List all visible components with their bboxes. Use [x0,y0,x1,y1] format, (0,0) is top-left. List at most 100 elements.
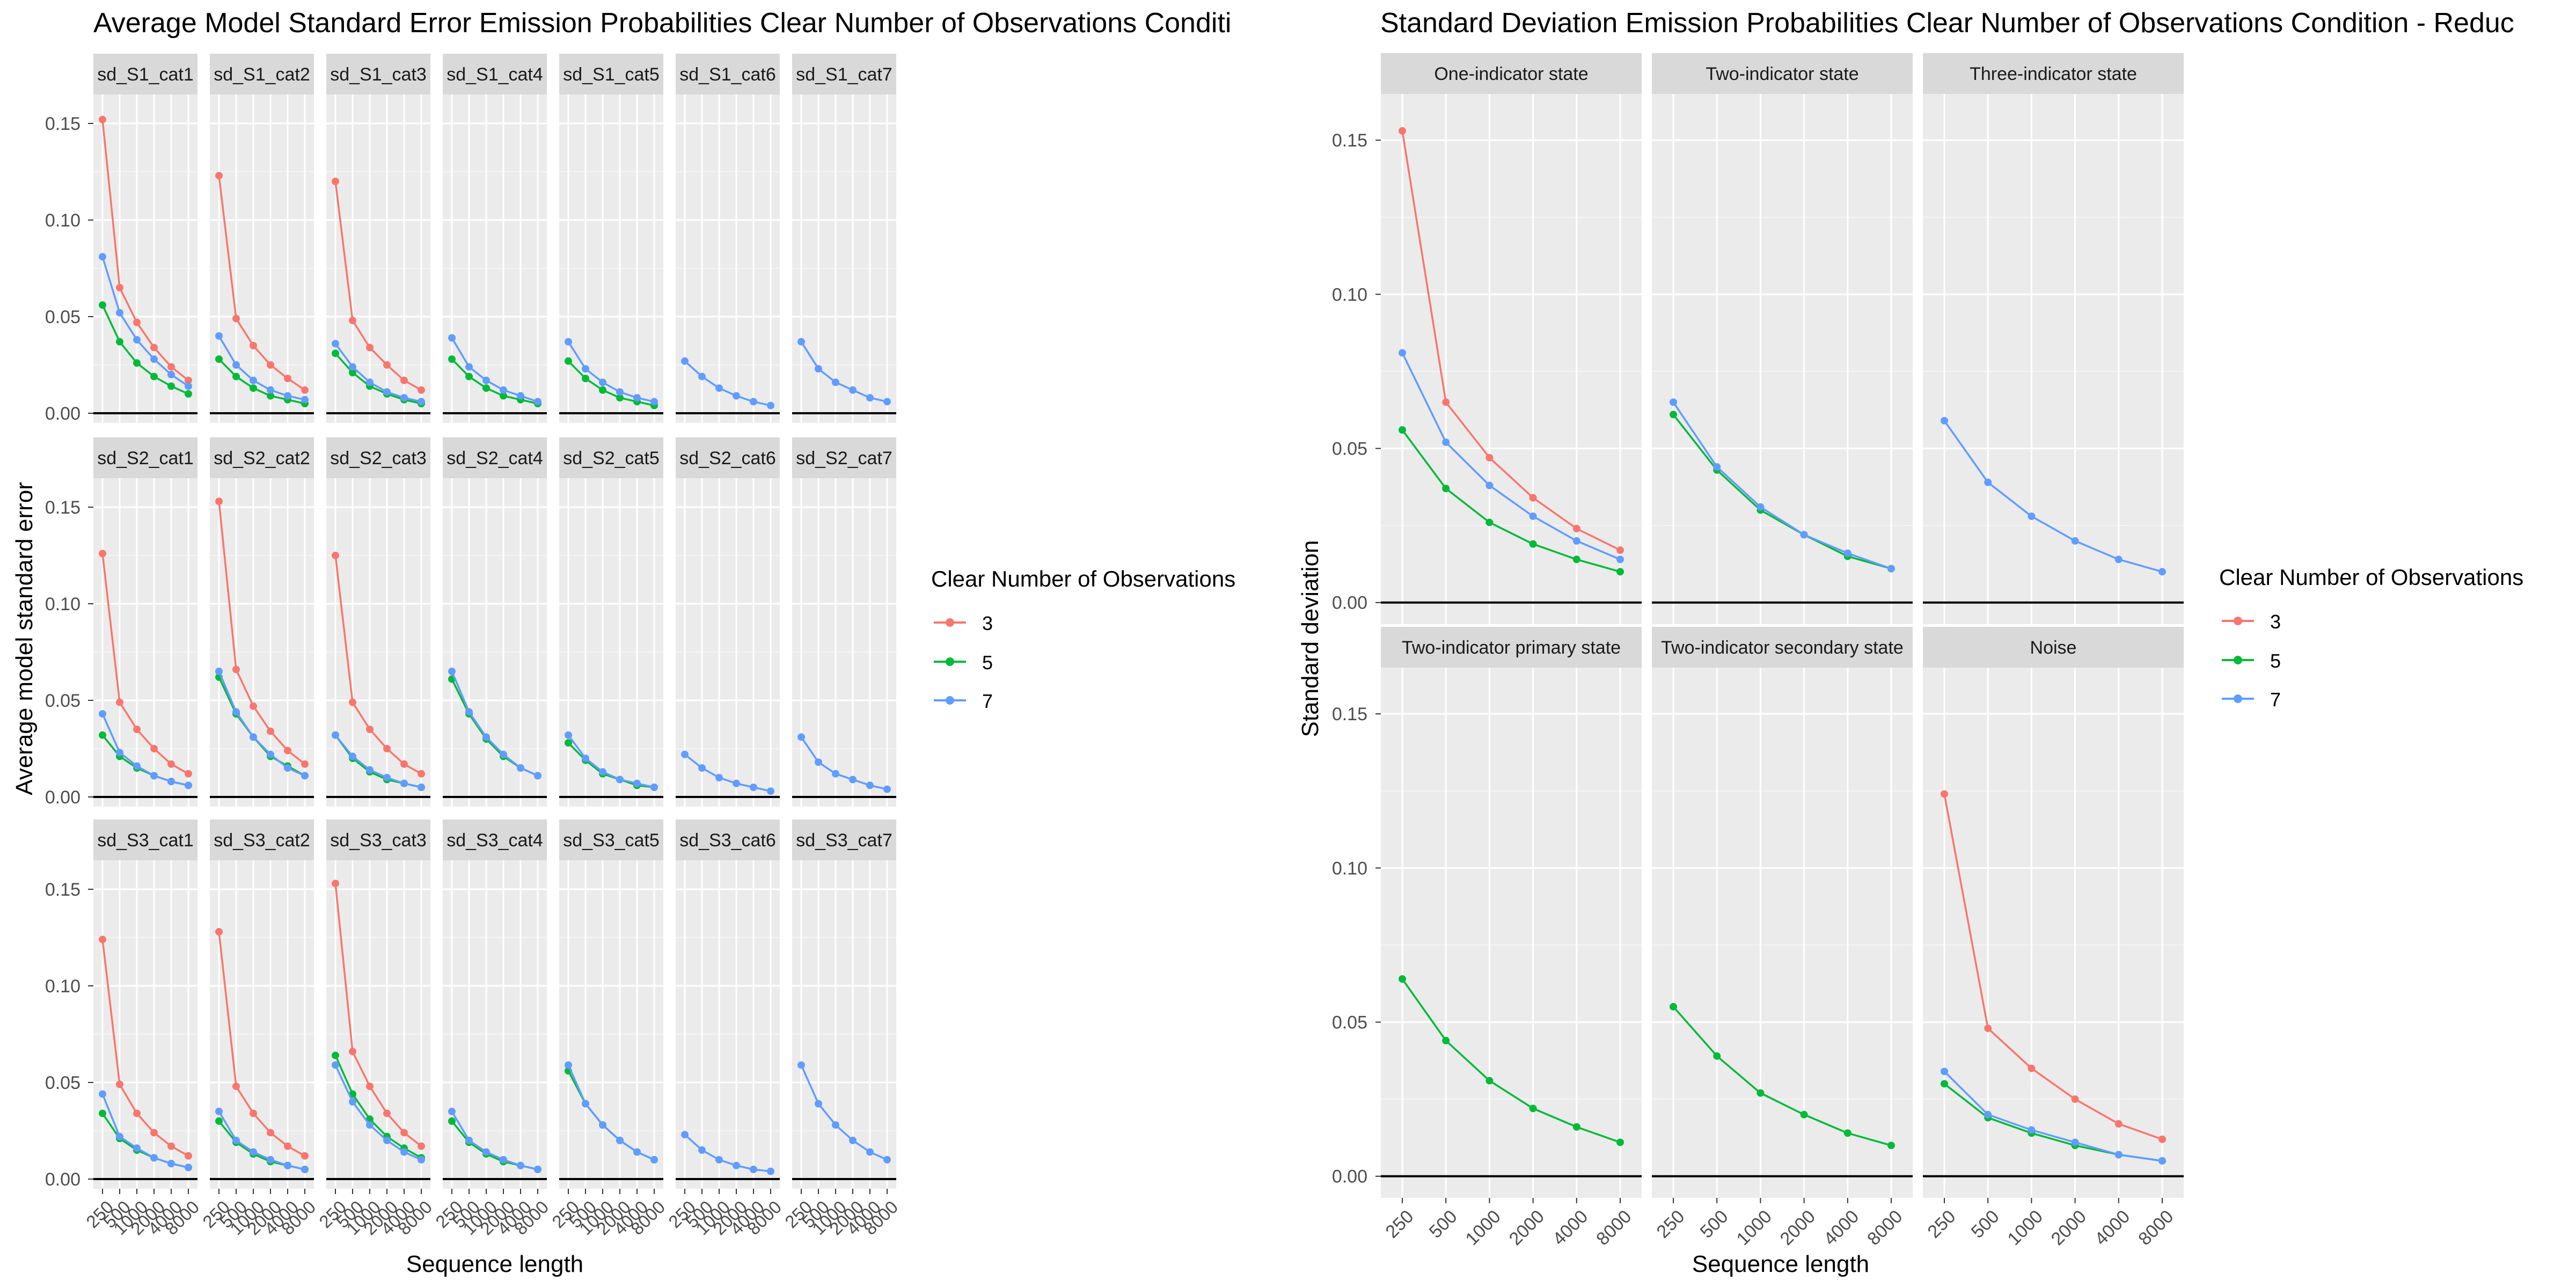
data-point-7 [681,357,689,365]
data-point-3 [99,935,106,943]
data-point-3 [2158,1135,2166,1143]
data-point-5 [99,731,106,739]
data-point-7 [215,668,223,675]
facet-strip [210,54,314,94]
data-point-3 [133,318,141,326]
data-point-3 [301,1152,309,1160]
data-point-7 [599,378,606,386]
data-point-7 [797,1061,805,1069]
data-point-5 [232,372,240,380]
data-point-3 [1399,127,1406,135]
data-point-7 [1941,416,1948,425]
data-point-5 [1887,1141,1895,1150]
x-tick-label: 1000 [2004,1206,2047,1249]
data-point-7 [349,363,356,371]
y-tick-label: 0.05 [1332,438,1367,459]
x-tick-label: 4000 [1549,1206,1592,1249]
facet-strip-label: sd_S2_cat3 [330,448,427,469]
data-point-7 [1984,1110,1992,1118]
series-line-7 [1943,1071,2163,1162]
facet-strip-label: Three-indicator state [1970,64,2137,84]
svg-text:3: 3 [982,612,993,634]
series-line-7 [1943,420,2163,573]
facet-strip-label: sd_S3_cat3 [330,830,427,851]
data-point-7 [681,1131,689,1139]
data-point-3 [150,343,158,352]
y-tick-label: 0.10 [45,594,80,614]
data-point-7 [383,1137,391,1144]
panel-background [1652,668,1913,1198]
data-point-7 [866,394,874,402]
legend-title: Clear Number of Observations [2219,565,2523,590]
data-point-3 [99,115,106,123]
data-point-3 [232,314,240,323]
data-point-5 [1442,1037,1450,1045]
facet-panel: Two-indicator secondary state 250 500 1000 2… [1652,627,1913,1249]
data-point-7 [698,764,706,772]
data-point-7 [500,386,507,394]
y-tick-label: 0.05 [45,691,80,711]
data-point-3 [284,1142,291,1150]
data-point-3 [418,386,425,394]
data-point-7 [767,1167,774,1175]
data-point-7 [1485,481,1494,489]
facet-strip [676,54,780,94]
legend-item-3: 3 [2222,611,2281,633]
data-point-7 [99,1090,106,1098]
svg-text:5: 5 [2270,650,2281,672]
y-tick-label: 0.15 [1332,130,1367,151]
data-point-3 [232,1082,240,1091]
data-point-7 [815,365,822,373]
panel-background [93,860,197,1189]
facet-strip-label: sd_S1_cat1 [97,64,194,85]
data-point-5 [565,739,572,747]
facet-panel: sd_S2_cat2 [210,437,314,807]
data-point-7 [167,778,175,786]
data-point-3 [267,727,274,735]
data-point-7 [2158,1157,2166,1165]
data-point-5 [349,369,356,377]
facet-panel: sd_S1_cat4 [443,54,547,423]
facet-panel: Three-indicator state [1923,53,2184,624]
data-point-7 [301,1166,309,1173]
data-point-7 [698,1146,706,1154]
data-point-3 [2028,1064,2036,1072]
data-point-7 [883,785,891,793]
data-point-5 [565,357,572,365]
facet-panel: sd_S2_cat1 0.00 0.05 0.10 0.15 [45,437,197,808]
data-point-7 [500,750,507,758]
facet-strip [1381,53,1642,94]
data-point-7 [767,787,774,795]
x-tick-label: 500 [1696,1206,1732,1242]
series-line-5 [1401,978,1621,1144]
data-point-7 [116,309,123,317]
data-point-7 [599,1121,606,1129]
panel-background [443,94,547,423]
left-y-axis-title: Average model standard error [11,482,38,795]
facet-strip [93,437,197,478]
facet-strip [326,54,430,94]
data-point-7 [883,1156,891,1163]
data-point-7 [400,394,408,402]
facet-strip-label: sd_S1_cat3 [330,64,427,85]
right-x-axis-title: Sequence length [1692,1251,1869,1277]
facet-strip-label: Two-indicator secondary state [1661,638,1904,658]
data-point-7 [232,708,240,716]
data-point-7 [1984,478,1992,486]
facet-panel: Noise 250 500 1000 2000 4000 8000 [1923,627,2184,1249]
facet-panel: sd_S1_cat2 [210,54,314,423]
facet-strip-label: sd_S1_cat2 [214,64,310,85]
data-point-3 [301,386,309,394]
data-point-7 [267,1156,274,1163]
data-point-7 [1887,565,1895,573]
data-point-7 [733,392,740,400]
facet-strip [559,54,663,94]
data-point-7 [133,762,141,770]
data-point-7 [517,764,524,772]
right-facet-grid: One-indicator state0.000.050.100.15Two-i… [1332,53,2184,1249]
data-point-7 [815,1100,822,1108]
